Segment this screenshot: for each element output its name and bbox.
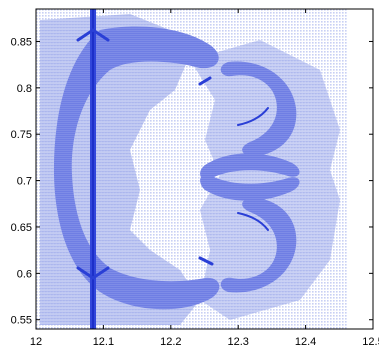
lower-bow-streak [237,212,269,231]
y-axis: 0.55 0.6 0.65 0.7 0.75 0.8 0.85 [11,36,373,327]
upper-bow-band [220,61,297,157]
x-tick-label: 12 [30,336,42,348]
x-tick-label: 12.1 [93,336,114,348]
y-tick-label: 0.65 [11,222,32,234]
lower-junction [76,266,110,280]
upper-spot [198,76,212,86]
upper-junction [76,28,110,42]
upper-hook [200,153,300,180]
plot-area [36,9,373,329]
x-axis: 12 12.1 12.2 12.3 12.4 12.5 [30,9,379,348]
lower-spot [198,256,214,266]
outer-arc-band [53,26,220,310]
outer-arc [53,26,220,310]
lower-bow-band [220,197,297,293]
x-tick-label: 12.5 [362,336,379,348]
dark-streaks [76,9,269,329]
x-tick-label: 12.2 [160,336,181,348]
x-tick-label: 12.3 [227,336,248,348]
y-tick-label: 0.55 [11,315,32,327]
y-tick-label: 0.85 [11,36,32,48]
lower-bow [200,174,300,293]
y-tick-label: 0.7 [17,176,32,188]
plot-frame [35,8,374,330]
y-tick-label: 0.8 [17,83,32,95]
light-region-right [190,40,340,320]
lower-hook [200,174,300,201]
y-tick-label: 0.6 [17,268,32,280]
upper-bow-streak [237,107,269,126]
upper-bow [200,61,300,180]
x-tick-label: 12.4 [295,336,316,348]
y-tick-label: 0.75 [11,129,32,141]
